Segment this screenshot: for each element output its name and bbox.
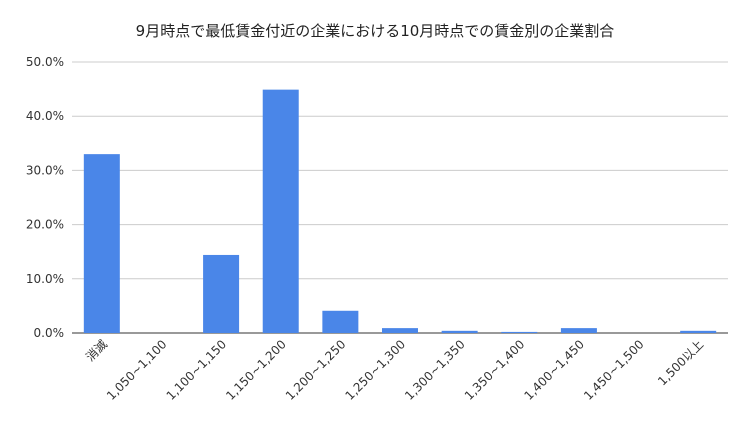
y-tick-label: 0.0% [34, 326, 65, 340]
x-tick-label: 消滅 [83, 337, 110, 364]
y-tick-label: 10.0% [26, 272, 64, 286]
bar [203, 254, 240, 333]
chart-title: 9月時点で最低賃金付近の企業における10月時点での賃金別の企業割合 [135, 22, 615, 40]
bar [262, 89, 299, 333]
x-tick-label: 1,250~1,300 [343, 337, 409, 403]
bar [680, 330, 717, 333]
y-tick-label: 40.0% [26, 109, 64, 123]
x-tick-label: 1,400~1,450 [521, 337, 587, 403]
x-tick-label: 1,300~1,350 [402, 337, 468, 403]
x-tick-label: 1,100~1,150 [164, 337, 230, 403]
y-tick-label: 30.0% [26, 163, 64, 177]
x-tick-label: 1,050~1,100 [104, 337, 170, 403]
y-tick-label: 50.0% [26, 55, 64, 69]
bar [322, 310, 359, 333]
bar [501, 331, 538, 333]
x-tick-label: 1,350~1,400 [462, 337, 528, 403]
bar [441, 330, 478, 333]
bar [382, 328, 418, 333]
x-tick-label: 1,500以上 [655, 337, 706, 388]
y-tick-label: 20.0% [26, 218, 64, 232]
bar [83, 154, 120, 333]
x-tick-label: 1,150~1,200 [223, 337, 289, 403]
x-tick-label: 1,450~1,500 [581, 337, 647, 403]
bar [560, 328, 597, 333]
x-tick-label: 1,200~1,250 [283, 337, 349, 403]
